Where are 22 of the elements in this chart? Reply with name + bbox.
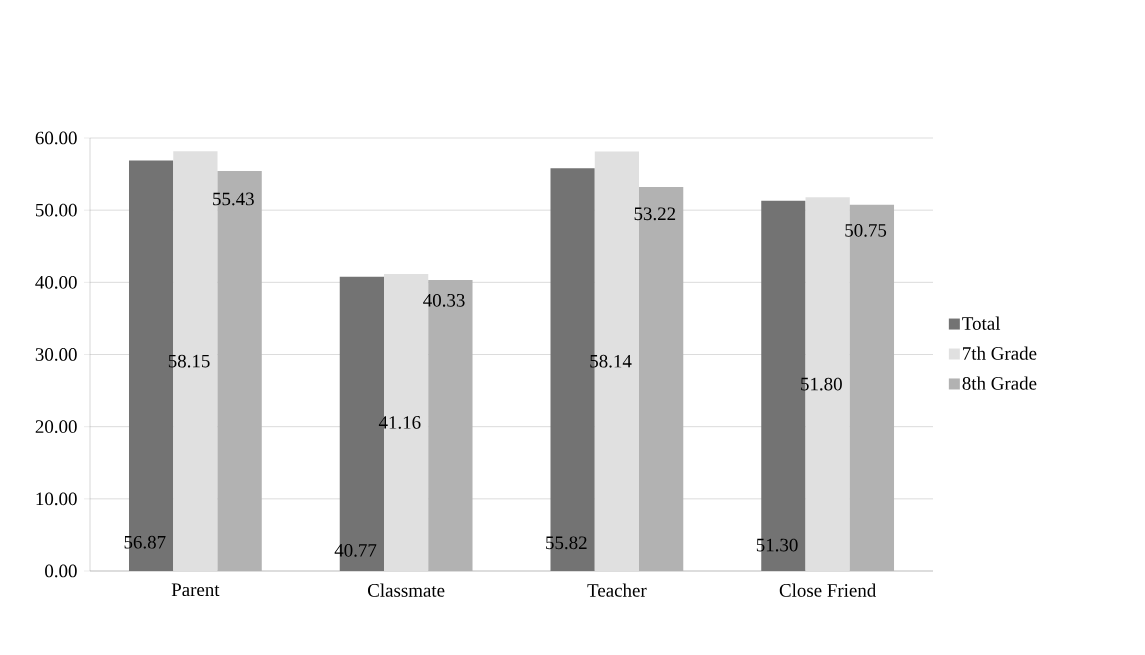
y-tick-label: 0.00 <box>45 564 77 578</box>
y-tick-label: 60.00 <box>35 131 77 145</box>
y-tick-label: 20.00 <box>35 420 77 434</box>
data-label: 58.14 <box>590 354 632 368</box>
data-label: 50.75 <box>845 223 887 237</box>
data-label: 58.15 <box>168 354 210 368</box>
data-label: 55.43 <box>213 192 254 206</box>
legend-label: 8th Grade <box>962 376 1037 390</box>
data-label: 41.16 <box>378 416 421 429</box>
data-label: 53.22 <box>634 207 676 221</box>
y-tick-label: 40.00 <box>35 275 77 289</box>
data-label: 51.80 <box>801 377 842 391</box>
x-tick-label: Classmate <box>368 583 445 597</box>
legend-label: Total <box>962 316 1001 330</box>
legend-label: 7th Grade <box>963 346 1037 360</box>
y-tick-label: 10.00 <box>36 492 77 506</box>
y-tick-label: 30.00 <box>35 348 77 361</box>
data-label: 40.33 <box>423 293 465 307</box>
x-tick-label: Parent <box>171 583 220 597</box>
x-tick-label: Close Friend <box>779 583 877 597</box>
y-tick-label: 50.00 <box>35 203 77 217</box>
x-tick-label: Teacher <box>587 583 647 597</box>
